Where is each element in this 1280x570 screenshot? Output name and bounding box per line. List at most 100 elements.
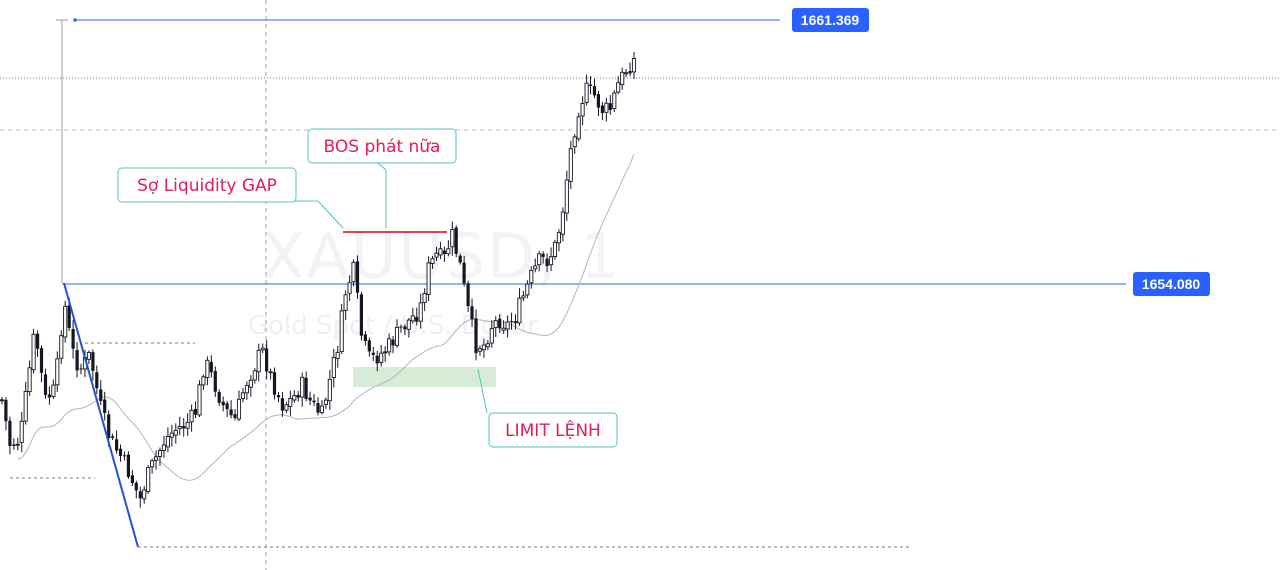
price-tag-upper[interactable]: 1661.369 bbox=[792, 8, 869, 32]
candle-body bbox=[248, 379, 253, 388]
candle-body bbox=[474, 318, 478, 354]
candle-body bbox=[316, 403, 320, 413]
candle bbox=[12, 438, 16, 450]
candle bbox=[126, 451, 130, 479]
candle-body bbox=[312, 400, 316, 403]
candle-body bbox=[323, 399, 328, 405]
candle bbox=[36, 330, 40, 357]
candle-body bbox=[588, 84, 593, 86]
candle bbox=[288, 390, 293, 416]
candle-body bbox=[537, 253, 542, 266]
callout-bos[interactable]: BOS phát nữa bbox=[307, 128, 457, 228]
candle bbox=[608, 95, 612, 115]
candle bbox=[379, 344, 384, 367]
candle-body bbox=[347, 282, 352, 294]
candle bbox=[604, 97, 609, 122]
candle bbox=[572, 134, 577, 154]
candle-body bbox=[197, 384, 202, 416]
candle bbox=[193, 401, 198, 419]
candle-body bbox=[608, 103, 612, 110]
callout-liquidity-gap[interactable]: Sợ Liquidity GAP bbox=[117, 167, 344, 229]
candle bbox=[304, 371, 308, 402]
candle bbox=[564, 170, 569, 221]
candle bbox=[71, 320, 75, 359]
candle bbox=[146, 464, 151, 494]
candle-body bbox=[509, 321, 514, 323]
candle-body bbox=[217, 392, 221, 403]
candle-body bbox=[430, 258, 435, 264]
candle-body bbox=[458, 255, 462, 263]
candle bbox=[474, 309, 478, 361]
price-tag-lower-text: 1654.080 bbox=[1142, 276, 1201, 292]
candle bbox=[115, 430, 119, 454]
candle-body bbox=[379, 352, 384, 363]
candle bbox=[339, 304, 344, 355]
candle-body bbox=[19, 420, 24, 443]
price-tag-lower[interactable]: 1654.080 bbox=[1133, 272, 1210, 296]
candle-body bbox=[27, 367, 32, 393]
candle-body bbox=[221, 401, 225, 406]
candle bbox=[347, 275, 352, 301]
candle-body bbox=[391, 339, 395, 346]
candle-body bbox=[485, 343, 490, 348]
candle bbox=[75, 342, 79, 378]
candle-body bbox=[99, 389, 103, 401]
candle bbox=[292, 390, 297, 403]
candle-body bbox=[343, 294, 348, 311]
candle-body bbox=[169, 432, 174, 438]
candle bbox=[0, 396, 5, 405]
candle bbox=[236, 390, 242, 422]
candle-body bbox=[628, 71, 632, 74]
candle-body bbox=[351, 261, 356, 283]
candle-body bbox=[304, 377, 308, 399]
candle bbox=[600, 101, 604, 120]
candle-body bbox=[319, 405, 324, 414]
candle-body bbox=[75, 350, 79, 371]
candle bbox=[130, 470, 134, 486]
candle bbox=[493, 316, 498, 337]
callout-limit[interactable]: LIMIT LỆNH bbox=[477, 368, 618, 448]
candle bbox=[169, 424, 174, 447]
candle-body bbox=[355, 261, 360, 293]
candle bbox=[552, 239, 558, 260]
candle bbox=[122, 451, 127, 461]
candle bbox=[470, 298, 474, 327]
candle-body bbox=[4, 399, 8, 422]
candle-body bbox=[616, 82, 621, 93]
candle bbox=[161, 435, 166, 458]
candle bbox=[371, 347, 375, 362]
candle-body bbox=[521, 295, 526, 299]
callout-bos-text: BOS phát nữa bbox=[324, 137, 441, 157]
candle-body bbox=[193, 408, 198, 415]
callout-liquidity-gap-text: Sợ Liquidity GAP bbox=[137, 176, 277, 196]
candle-body bbox=[600, 105, 604, 113]
candle-body bbox=[39, 348, 44, 373]
candle-body bbox=[434, 252, 439, 258]
candle bbox=[446, 240, 451, 257]
candle bbox=[213, 366, 217, 397]
candle bbox=[138, 486, 142, 508]
candle bbox=[173, 423, 178, 444]
candle-body bbox=[450, 229, 455, 248]
candle bbox=[501, 320, 506, 334]
candle-body bbox=[470, 306, 474, 320]
candle bbox=[631, 51, 637, 79]
candle bbox=[403, 324, 407, 336]
candle-body bbox=[86, 352, 91, 360]
candle bbox=[189, 404, 194, 432]
candle-body bbox=[422, 292, 427, 304]
candle bbox=[51, 379, 56, 400]
candle bbox=[217, 389, 221, 406]
candle bbox=[383, 346, 388, 362]
candle-body bbox=[406, 319, 411, 330]
candle-body bbox=[95, 372, 99, 389]
candle-body bbox=[481, 344, 486, 351]
candle bbox=[359, 291, 363, 341]
candle bbox=[55, 351, 60, 392]
candle bbox=[225, 400, 229, 417]
candle bbox=[509, 312, 514, 330]
candle-body bbox=[375, 355, 379, 364]
candle-body bbox=[403, 326, 407, 330]
